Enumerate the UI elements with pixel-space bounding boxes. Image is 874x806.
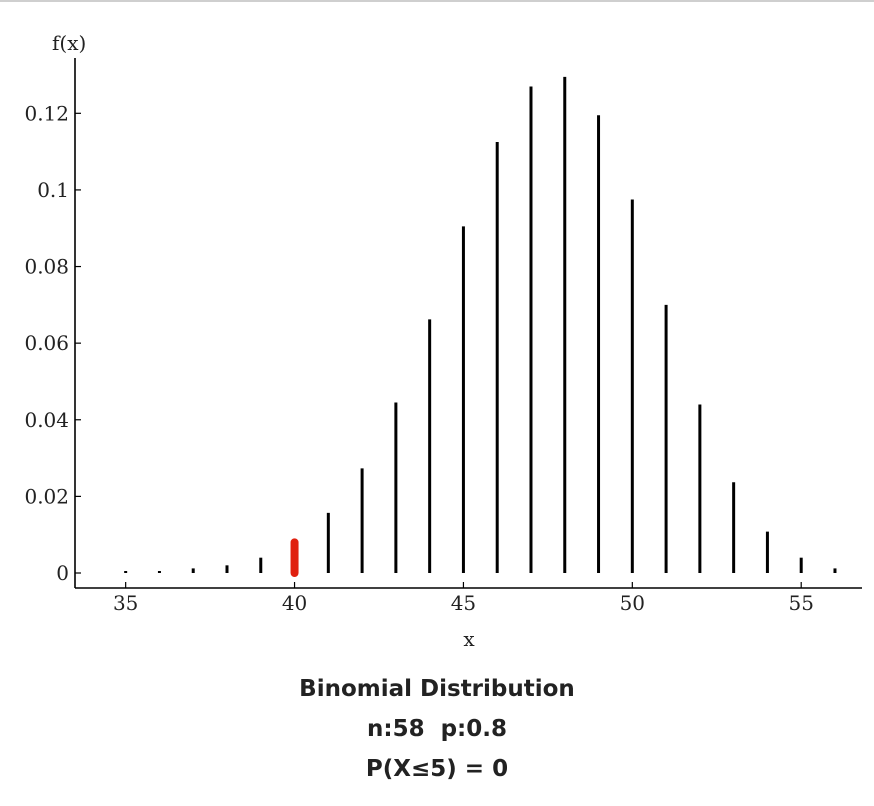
y-tick-label: 0 [56,561,69,585]
x-tick-label: 50 [620,591,645,615]
x-tick-label: 55 [788,591,813,615]
chart-probability: P(X≤5) = 0 [365,756,509,782]
chart-title: Binomial Distribution [299,676,575,702]
binomial-chart: 0 0.02 0.04 0.06 0.08 0.1 0.12 35 40 45 50 55 f(x)… [24,31,862,651]
x-tick-label: 40 [282,591,307,615]
y-tick-label: 0.08 [24,255,69,279]
y-tick-label: 0.1 [37,178,69,202]
x-ticks-group: 35 40 45 50 55 [113,582,814,615]
y-tick-label: 0.04 [24,408,69,432]
x-tick-label: 45 [451,591,476,615]
y-axis-title: f(x) [52,31,86,55]
y-tick-label: 0.06 [24,331,69,355]
x-axis-title: x [463,627,475,651]
y-tick-label: 0.02 [24,484,69,508]
top-divider [0,0,874,2]
x-tick-label: 35 [113,591,138,615]
bars-group [124,76,837,577]
y-ticks-group: 0 0.02 0.04 0.06 0.08 0.1 0.12 [24,101,81,585]
chart-params: n:58 p:0.8 [367,716,507,742]
y-tick-label: 0.12 [24,101,69,125]
